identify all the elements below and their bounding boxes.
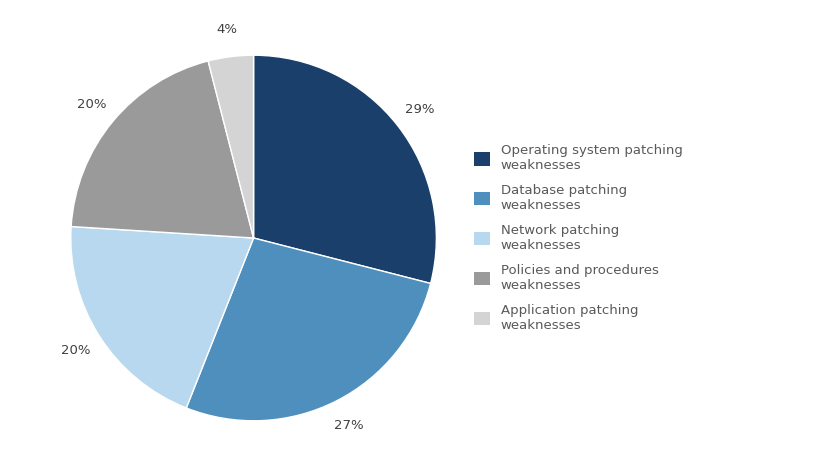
Legend: Operating system patching
weaknesses, Database patching
weaknesses, Network patc: Operating system patching weaknesses, Da… bbox=[474, 144, 683, 332]
Text: 20%: 20% bbox=[77, 98, 106, 110]
Wedge shape bbox=[187, 238, 430, 421]
Text: 29%: 29% bbox=[405, 103, 434, 116]
Wedge shape bbox=[208, 55, 254, 238]
Wedge shape bbox=[71, 61, 254, 238]
Wedge shape bbox=[254, 55, 436, 283]
Text: 4%: 4% bbox=[217, 23, 238, 36]
Text: 27%: 27% bbox=[335, 419, 364, 432]
Text: 20%: 20% bbox=[61, 344, 91, 357]
Wedge shape bbox=[71, 227, 254, 408]
